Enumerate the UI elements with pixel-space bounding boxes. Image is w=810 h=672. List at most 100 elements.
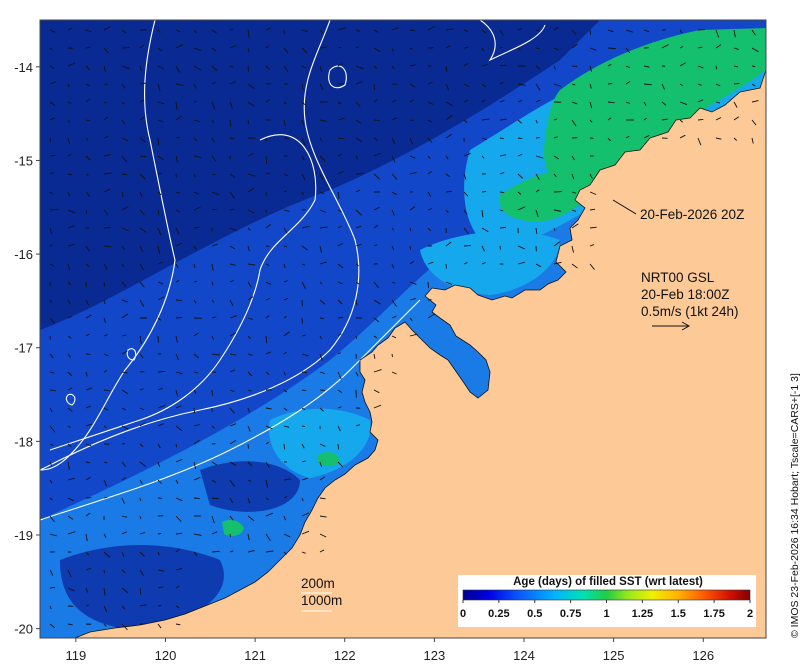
current-vector bbox=[229, 44, 237, 49]
current-vector bbox=[499, 226, 506, 229]
y-tick-label: -15 bbox=[14, 153, 33, 168]
current-vector bbox=[535, 189, 540, 193]
current-vector bbox=[319, 261, 327, 265]
current-vector bbox=[301, 334, 306, 337]
current-vector bbox=[175, 101, 178, 110]
current-vector bbox=[427, 137, 433, 143]
current-vector bbox=[67, 461, 70, 470]
current-vector bbox=[139, 227, 147, 233]
current-vector bbox=[319, 443, 326, 447]
current-vector bbox=[679, 119, 684, 123]
current-vector bbox=[319, 299, 326, 305]
current-vector bbox=[319, 407, 324, 412]
current-vector bbox=[409, 281, 417, 285]
current-vector bbox=[715, 101, 721, 104]
current-vector bbox=[229, 81, 237, 85]
current-vector bbox=[301, 407, 306, 411]
current-vector bbox=[85, 604, 90, 607]
current-vector bbox=[679, 83, 684, 87]
current-vector bbox=[67, 477, 75, 481]
current-vector bbox=[679, 29, 683, 34]
current-vector bbox=[193, 353, 200, 359]
current-vector bbox=[643, 134, 650, 139]
current-vector bbox=[229, 533, 231, 538]
current-vector bbox=[373, 83, 376, 91]
current-vector bbox=[49, 371, 55, 374]
current-vector bbox=[643, 83, 652, 86]
x-tick-label: 120 bbox=[155, 648, 177, 663]
current-vector bbox=[121, 569, 126, 574]
current-vector bbox=[49, 569, 54, 576]
current-vector bbox=[301, 460, 306, 463]
contour-legend-200m: 200m bbox=[301, 576, 335, 591]
current-vector bbox=[589, 208, 596, 211]
current-vector bbox=[445, 209, 449, 214]
current-vector bbox=[445, 114, 453, 121]
current-vector bbox=[409, 298, 417, 301]
current-vector bbox=[301, 29, 308, 32]
current-vector bbox=[265, 335, 268, 344]
current-vector bbox=[589, 226, 597, 229]
current-vector bbox=[283, 425, 290, 428]
current-vector bbox=[139, 299, 145, 307]
current-vector bbox=[553, 155, 559, 160]
dark-patch-1 bbox=[60, 545, 224, 629]
current-vector bbox=[481, 209, 484, 218]
current-vector bbox=[499, 29, 504, 36]
colorbar-title: Age (days) of filled SST (wrt latest) bbox=[513, 576, 703, 588]
current-vector bbox=[463, 209, 468, 215]
current-vector bbox=[553, 241, 561, 247]
colorbar-tick-label: 1.5 bbox=[671, 608, 686, 620]
current-vector bbox=[175, 83, 184, 86]
current-vector bbox=[391, 315, 397, 319]
bathymetry-contours bbox=[40, 20, 546, 521]
current-vector bbox=[337, 461, 344, 468]
current-vector bbox=[121, 173, 128, 176]
current-vector bbox=[733, 47, 739, 50]
current-vector bbox=[103, 389, 110, 392]
current-vector bbox=[409, 119, 414, 122]
current-vector bbox=[175, 353, 179, 361]
current-vector bbox=[535, 209, 539, 217]
current-vector bbox=[193, 191, 199, 195]
current-vector bbox=[751, 119, 757, 126]
current-vector bbox=[193, 119, 201, 123]
green-patch-east bbox=[318, 452, 340, 467]
current-vector bbox=[427, 119, 432, 123]
current-vector bbox=[391, 371, 397, 375]
current-vector bbox=[445, 65, 448, 72]
current-vector bbox=[337, 316, 344, 319]
current-vector bbox=[697, 46, 703, 49]
australia-land bbox=[74, 69, 766, 638]
current-vector bbox=[517, 28, 523, 31]
current-vector bbox=[139, 587, 142, 595]
current-vector bbox=[247, 317, 253, 320]
current-vector bbox=[373, 224, 379, 229]
current-vector bbox=[139, 191, 143, 197]
current-vector bbox=[391, 173, 398, 180]
current-vector bbox=[175, 65, 181, 73]
current-vector bbox=[427, 208, 433, 211]
current-vector bbox=[373, 389, 380, 394]
current-vector bbox=[67, 83, 70, 88]
y-axis: -14 -15 -16 -17 -18 -19 -20 bbox=[14, 60, 40, 637]
current-vector bbox=[67, 569, 72, 578]
current-vector bbox=[67, 191, 71, 197]
current-vector bbox=[67, 425, 71, 428]
current-vector bbox=[157, 532, 162, 535]
map-plot-area bbox=[40, 20, 766, 638]
current-vector bbox=[193, 439, 200, 445]
current-vector bbox=[301, 551, 306, 554]
current-vector bbox=[139, 263, 144, 271]
current-vector bbox=[553, 65, 556, 70]
current-vector bbox=[661, 101, 667, 106]
current-vector bbox=[463, 83, 470, 88]
current-vector bbox=[409, 99, 414, 103]
current-vector bbox=[733, 65, 739, 68]
current-vector bbox=[121, 191, 124, 198]
current-vector bbox=[157, 405, 166, 409]
current-vector bbox=[553, 136, 558, 139]
current-vector bbox=[229, 515, 234, 521]
current-vector bbox=[625, 47, 631, 54]
